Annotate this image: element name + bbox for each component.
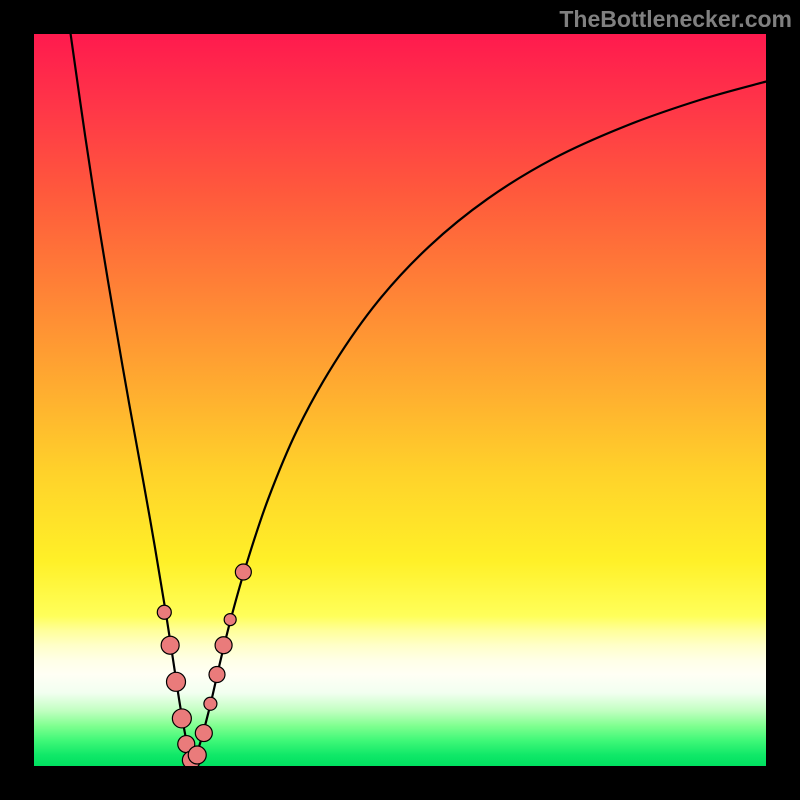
data-marker [172,709,191,728]
plot-area [34,34,766,766]
frame-bottom [0,766,800,800]
data-marker [167,672,186,691]
data-marker [188,746,206,764]
frame-right [766,0,800,800]
data-marker [209,667,225,683]
data-marker [157,605,171,619]
data-marker [195,725,212,742]
frame-left [0,0,34,800]
data-marker [224,614,236,626]
bottleneck-chart [34,34,766,766]
watermark-text: TheBottlenecker.com [559,6,792,33]
gradient-background [34,34,766,766]
data-marker [215,637,232,654]
data-marker [204,697,217,710]
data-marker [235,564,251,580]
data-marker [161,636,179,654]
